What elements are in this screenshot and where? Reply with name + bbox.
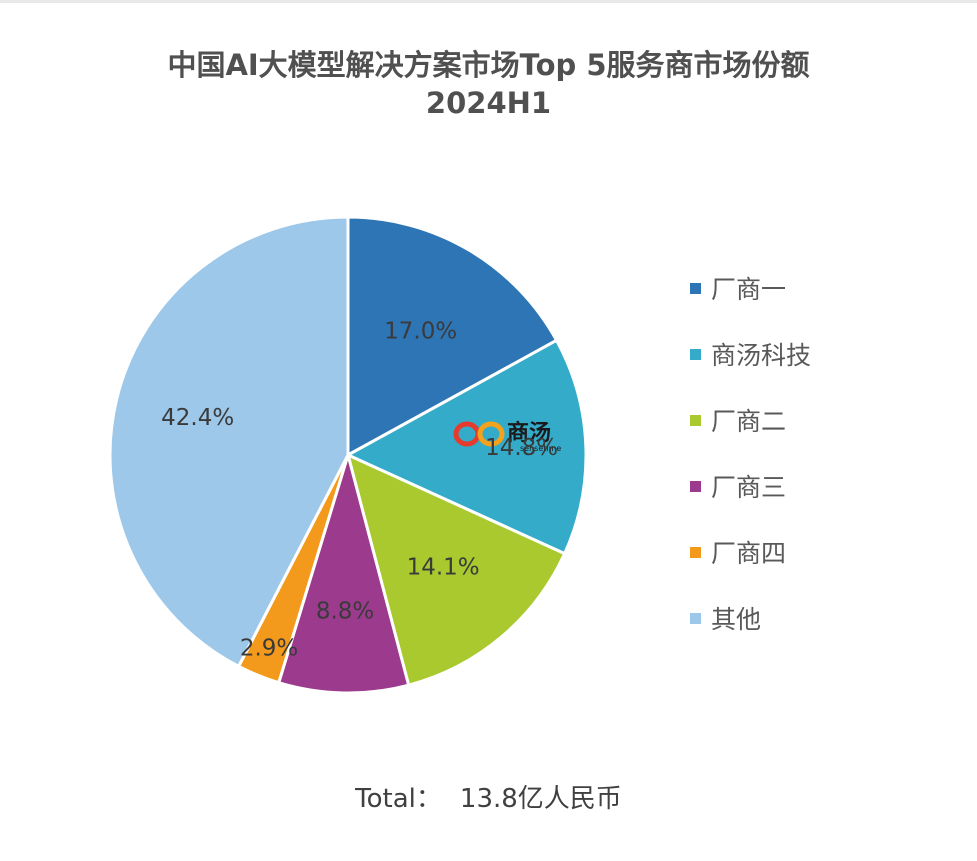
pie-data-label-6: 42.4%	[161, 405, 234, 431]
legend-item-6: 其他	[690, 600, 761, 636]
pie-slice-6	[108, 215, 350, 668]
pie-slice-2	[346, 338, 588, 556]
legend-item-2: 商汤科技	[690, 336, 811, 372]
legend-swatch-2	[690, 348, 701, 360]
pie-data-label-1: 17.0%	[384, 319, 457, 345]
legend-label-3: 厂商二	[711, 407, 787, 436]
pie-slice-4	[277, 453, 411, 695]
legend-label-1: 厂商一	[711, 275, 787, 304]
legend-label-2: 商汤科技	[711, 341, 812, 370]
legend-item-1: 厂商一	[690, 270, 786, 306]
logo-text: 商汤	[507, 420, 551, 446]
legend-swatch-3	[690, 414, 701, 426]
pie-slice-3	[346, 453, 567, 687]
pie-slice-1	[346, 215, 559, 457]
pie-data-label-5: 2.9%	[240, 635, 298, 661]
legend-label-5: 厂商四	[711, 539, 787, 568]
top-divider	[0, 0, 977, 3]
total-annotation: Total： 13.8亿人民币	[0, 778, 977, 815]
legend-item-3: 厂商二	[690, 402, 786, 438]
legend-label-6: 其他	[711, 605, 762, 634]
chart-title: 中国AI大模型解决方案市场Top 5服务商市场份额	[167, 48, 810, 82]
logo-subtext: sensetime	[520, 444, 561, 453]
legend-item-4: 厂商三	[690, 468, 786, 504]
legend-label-4: 厂商三	[711, 473, 787, 502]
legend-item-5: 厂商四	[690, 534, 786, 570]
pie-data-label-2: 14.8%	[485, 435, 558, 461]
total-label: Total：	[355, 784, 442, 814]
pie-data-label-4: 8.8%	[316, 599, 374, 625]
pie-data-label-3: 14.1%	[407, 554, 480, 580]
legend-swatch-5	[690, 546, 701, 558]
legend-swatch-4	[690, 480, 701, 492]
chart-subtitle: 2024H1	[425, 86, 552, 120]
pie-data-labels: 17.0% 14.8% 14.1% 8.8% 2.9% 42.4%	[161, 319, 558, 662]
legend-swatch-1	[690, 282, 701, 294]
pie-slices	[108, 215, 588, 695]
legend-swatch-6	[690, 612, 701, 624]
total-value: 13.8亿人民币	[459, 784, 622, 814]
